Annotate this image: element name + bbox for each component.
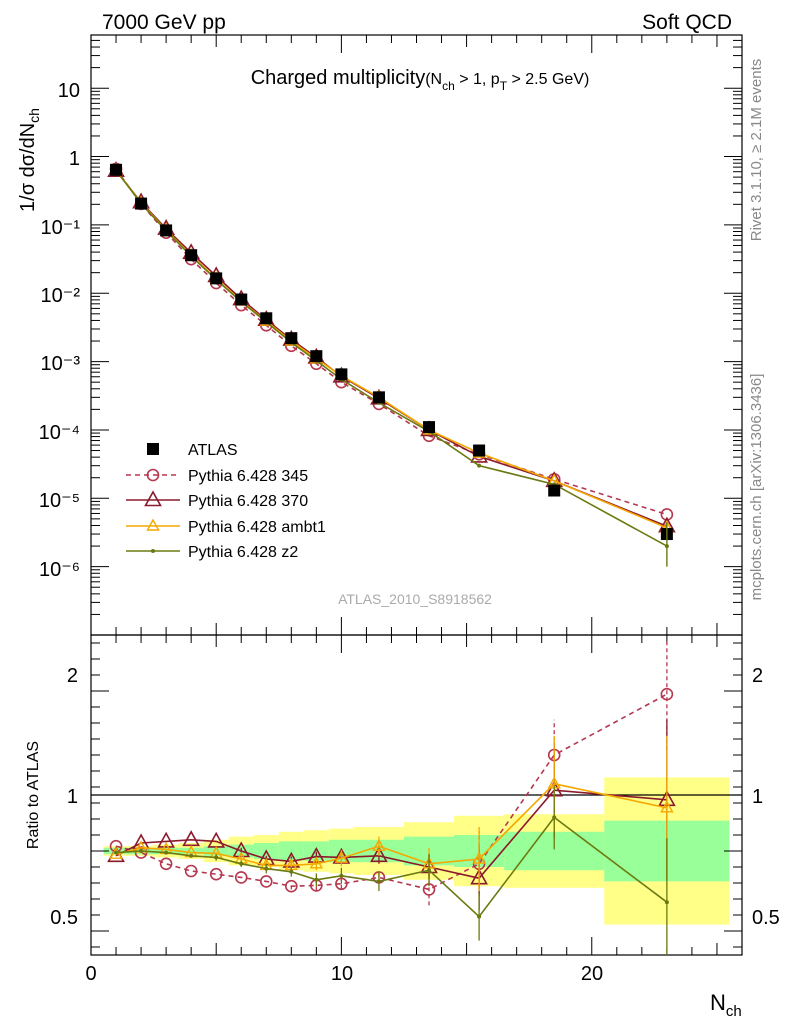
y-tick-label: 10⁻¹: [41, 217, 81, 239]
ratio-point-p345: [285, 879, 298, 893]
ratio-point-p370: [157, 831, 175, 848]
main-y-ticks: [91, 34, 742, 636]
legend-label-370: Pythia 6.428 370: [188, 493, 308, 510]
data-point-data: [372, 391, 385, 404]
ratio-point-ambt1: [660, 800, 674, 813]
ratio-y-ticks: [91, 642, 742, 948]
ratio-point-ambt1: [372, 838, 386, 851]
ratio-point-z2: [189, 853, 194, 858]
data-point-data: [110, 163, 123, 176]
ratio-point-p345: [234, 871, 248, 884]
ratio-y-tick-label-right: 1: [752, 786, 763, 808]
ratio-uncertainty-bands: [103, 777, 730, 925]
x-tick-label: 10: [331, 963, 353, 985]
data-point-p345: [660, 508, 674, 521]
ratio-point-ambt1: [334, 850, 349, 863]
data-point-data: [135, 197, 148, 210]
ratio-point-z2: [239, 861, 244, 866]
series-line-p345: [115, 168, 668, 516]
ratio-point-p345: [159, 857, 173, 871]
legend-marker-p345: [146, 468, 160, 482]
data-point-data: [260, 312, 273, 325]
data-point-data: [210, 272, 223, 285]
ratio-y-tick-label-right: 2: [752, 665, 763, 687]
band-inner: [178, 847, 204, 855]
main-series-layer: [107, 161, 676, 567]
data-point-data: [310, 350, 323, 363]
ratio-point-z2: [289, 869, 294, 874]
y-tick-label: 10⁻³: [41, 353, 81, 375]
category-label: Soft QCD: [642, 11, 732, 34]
ratio-point-p345: [660, 687, 674, 701]
legend: ATLAS Pythia 6.428 345 Pythia 6.428 370 …: [126, 442, 326, 561]
ratio-point-z2: [114, 850, 119, 855]
ratio-point-z2: [164, 850, 169, 855]
x-axis-label: Nch: [710, 990, 742, 1020]
data-point-data: [235, 293, 248, 306]
ratio-y-tick-label-right: 0.5: [752, 907, 780, 929]
data-point-data: [335, 368, 348, 381]
legend-marker-ambt1: [146, 518, 160, 531]
ratio-point-z2: [477, 914, 482, 919]
ratio-point-z2: [264, 866, 269, 871]
x-tick-label: 0: [85, 963, 96, 985]
ratio-y-tick-label: 2: [67, 665, 78, 687]
rivet-version-label: Rivet 3.1.10, ≥ 2.1M events: [748, 59, 765, 242]
legend-label-345: Pythia 6.428 345: [188, 468, 308, 485]
y-tick-label: 1: [69, 148, 80, 170]
ratio-point-z2: [339, 873, 344, 878]
data-point-data: [548, 484, 561, 497]
ratio-point-z2: [552, 815, 557, 820]
data-point-z2: [477, 463, 482, 468]
band-inner: [278, 841, 304, 861]
ratio-point-p370: [370, 846, 388, 863]
ratio-point-p345: [259, 875, 273, 888]
y-tick-label: 10⁻²: [41, 285, 81, 307]
legend-label-ambt1: Pythia 6.428 ambt1: [188, 519, 326, 536]
y-tick-label: 10⁻⁵: [39, 490, 80, 512]
data-point-data: [160, 224, 173, 237]
legend-marker-data: [147, 443, 159, 455]
x-tick-label: 20: [581, 963, 603, 985]
main-y-axis-label: 1/σ dσ/dNch: [17, 108, 42, 212]
energy-label: 7000 GeV pp: [102, 11, 226, 34]
x-ticks: [90, 35, 743, 955]
band-inner: [303, 841, 329, 861]
band-inner: [203, 846, 229, 856]
legend-label-atlas: ATLAS: [188, 442, 238, 459]
ratio-point-ambt1: [309, 856, 324, 869]
ratio-series-layer: [107, 638, 676, 955]
ratio-point-z2: [376, 879, 381, 884]
y-tick-label: 10⁻⁴: [39, 422, 80, 444]
main-title: Charged multiplicity(Nch > 1, pT > 2.5 G…: [251, 67, 590, 93]
legend-marker-z2: [151, 549, 155, 553]
ratio-point-p345: [209, 867, 223, 881]
ratio-point-ambt1: [472, 851, 486, 864]
ratio-point-z2: [139, 849, 144, 853]
ratio-line-ambt1: [115, 782, 668, 867]
y-tick-label: 10⁻⁶: [39, 559, 80, 581]
y-tick-label: 10: [58, 80, 80, 102]
ratio-point-z2: [427, 868, 432, 873]
data-point-data: [185, 249, 198, 262]
ratio-point-z2: [214, 855, 219, 860]
data-point-data: [285, 332, 298, 345]
ratio-y-tick-label: 0.5: [50, 907, 78, 929]
series-line-z2: [115, 169, 668, 547]
ratio-point-z2: [664, 900, 669, 905]
legend-label-z2: Pythia 6.428 z2: [188, 544, 298, 561]
source-label: mcplots.cern.ch [arXiv:1306.3436]: [748, 374, 765, 601]
ratio-line-p345: [115, 693, 668, 891]
ratio-y-axis-label: Ratio to ATLAS: [25, 741, 42, 849]
data-point-data: [473, 444, 486, 457]
ratio-y-tick-label: 1: [67, 786, 78, 808]
ratio-point-p345: [184, 864, 198, 878]
legend-marker-p370: [144, 490, 162, 507]
ratio-point-z2: [314, 877, 319, 882]
analysis-id-label: ATLAS_2010_S8918562: [338, 591, 492, 607]
data-point-data: [423, 421, 436, 434]
